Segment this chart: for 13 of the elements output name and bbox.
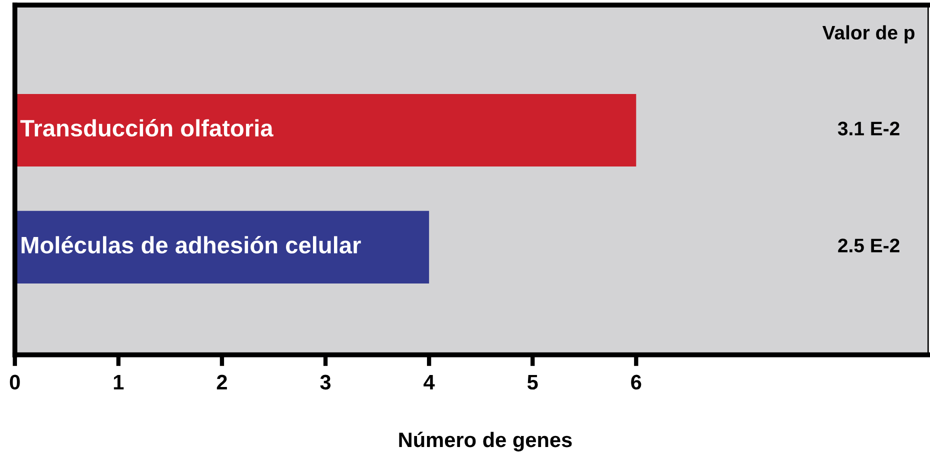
x-tick-label: 4 — [424, 375, 435, 390]
annotation: Valor de p — [822, 25, 914, 44]
x-axis-title: Número de genes — [399, 432, 572, 452]
x-tick-label: 3 — [320, 374, 331, 390]
x-tick-label: 5 — [527, 375, 538, 390]
annotation: 3.1 E-2 — [838, 122, 900, 136]
x-tick-label: 2 — [216, 374, 227, 390]
x-tick-label: 1 — [114, 375, 124, 390]
annotation: 2.5 E-2 — [838, 238, 900, 252]
y-tick-label: Moléculas de adhesión celular — [22, 236, 361, 254]
x-tick-label: 6 — [631, 374, 642, 390]
y-tick-label: Transducción olfatoria — [20, 119, 274, 137]
x-tick-label: 0 — [10, 374, 20, 390]
